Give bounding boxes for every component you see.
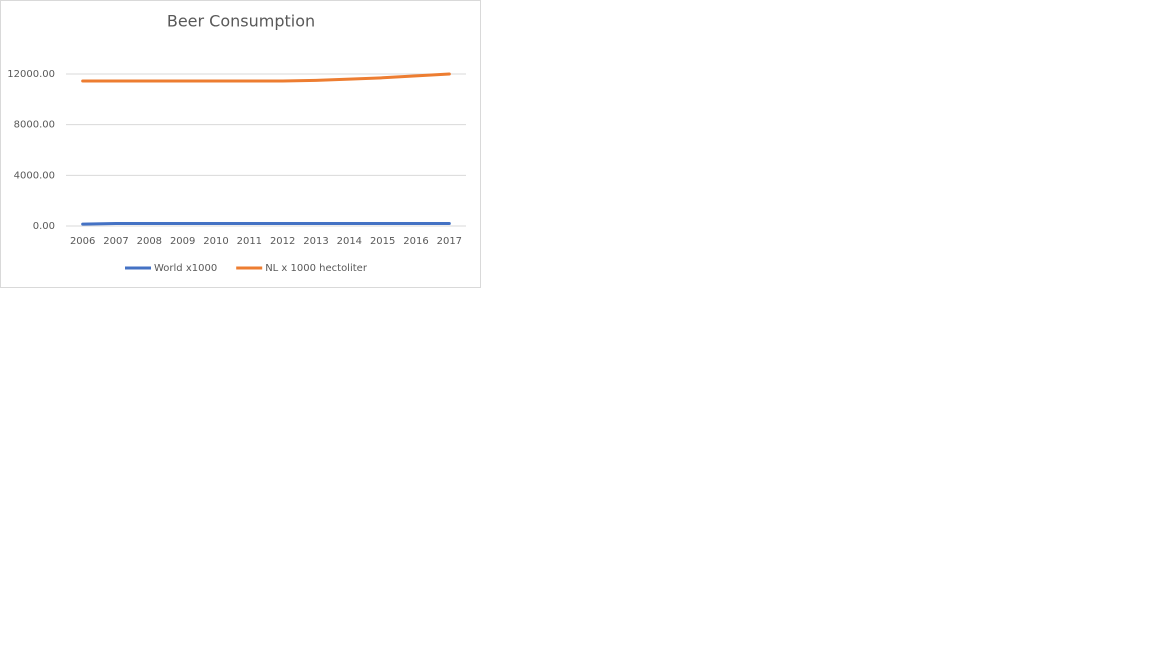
x-tick-label: 2010 [203, 236, 228, 247]
legend-label: NL x 1000 hectoliter [265, 263, 368, 274]
y-tick-label: 4000.00 [14, 170, 55, 181]
chart-frame [0, 0, 481, 288]
x-tick-label: 2012 [270, 236, 295, 247]
series-line [81, 221, 451, 226]
y-tick-label: 12000.00 [7, 69, 55, 80]
y-tick-label: 0.00 [33, 221, 55, 232]
x-tick-label: 2011 [237, 236, 262, 247]
x-tick-label: 2014 [337, 236, 362, 247]
x-tick-label: 2017 [437, 236, 462, 247]
legend-label: World x1000 [154, 263, 217, 274]
y-tick-label: 8000.00 [14, 120, 55, 131]
series-line [81, 72, 451, 83]
x-tick-label: 2006 [70, 236, 95, 247]
x-tick-label: 2016 [403, 236, 428, 247]
x-tick-label: 2013 [303, 236, 328, 247]
x-tick-label: 2015 [370, 236, 395, 247]
chart-title: Beer Consumption [167, 12, 315, 31]
x-tick-label: 2008 [137, 236, 162, 247]
x-tick-label: 2007 [103, 236, 128, 247]
x-tick-label: 2009 [170, 236, 195, 247]
